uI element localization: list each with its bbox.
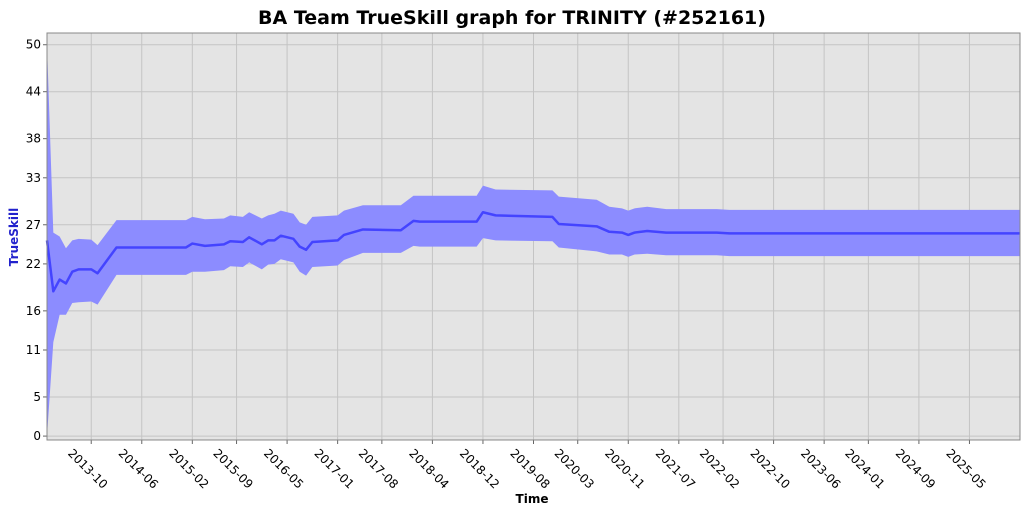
y-tick-label: 38 <box>26 132 41 146</box>
plot-border <box>46 32 1021 441</box>
y-tick-label: 27 <box>26 218 41 232</box>
y-tick-label: 44 <box>26 85 41 99</box>
y-tick-label: 22 <box>26 257 41 271</box>
trueskill-line <box>45 210 1020 293</box>
y-tick-label: 33 <box>26 171 41 185</box>
chart-title: BA Team TrueSkill graph for TRINITY (#25… <box>258 7 766 29</box>
y-tick-label: 16 <box>26 304 41 318</box>
y-tick-label: 5 <box>33 390 41 404</box>
y-tick-label: 50 <box>26 38 41 52</box>
y-axis-label: TrueSkill <box>7 208 21 266</box>
y-tick-label: 11 <box>26 343 41 357</box>
x-axis-label: Time <box>516 492 549 506</box>
uncertainty-band <box>47 44 1020 437</box>
y-tick-label: 0 <box>33 429 41 443</box>
